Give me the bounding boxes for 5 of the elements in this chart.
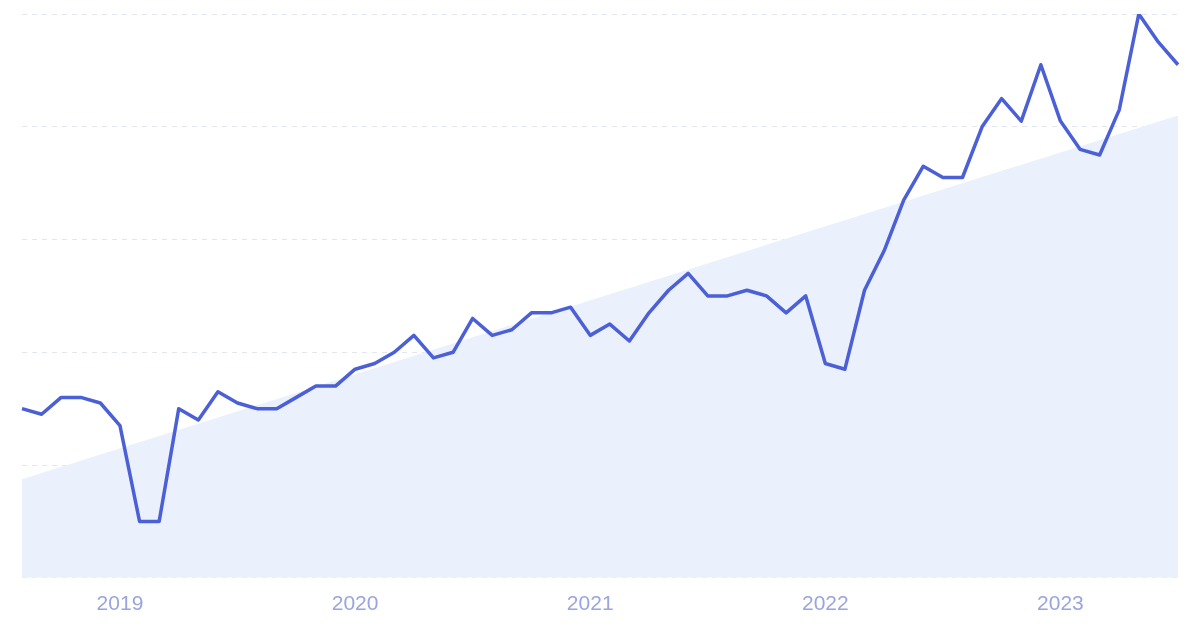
x-tick-label: 2023 [1037,591,1084,615]
x-tick-label: 2020 [331,591,379,615]
x-tick-label: 2019 [96,591,144,615]
x-tick-label: 2021 [566,591,614,615]
x-tick-label: 2022 [801,591,849,615]
